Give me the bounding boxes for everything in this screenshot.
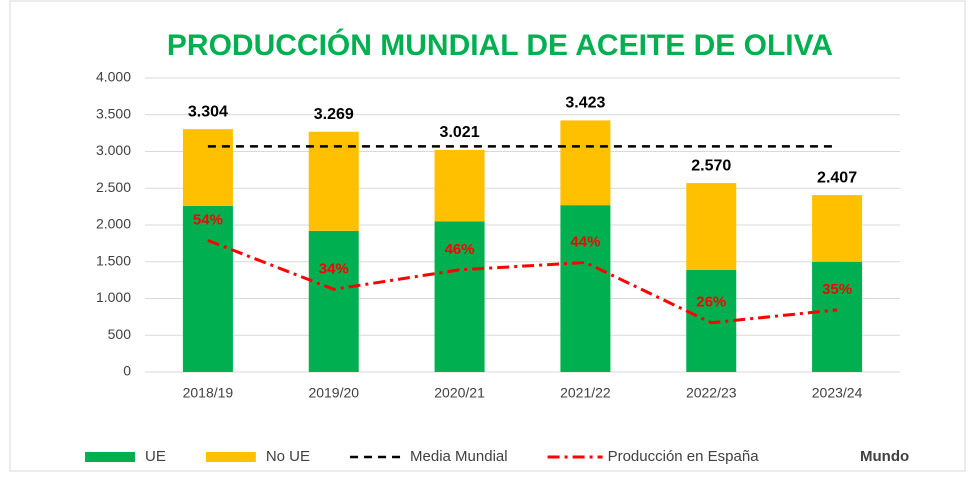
y-tick-label: 3.000 <box>96 142 131 158</box>
share-label: 26% <box>696 294 726 311</box>
legend-label: No UE <box>266 448 310 465</box>
x-tick-label: 2023/24 <box>812 385 863 401</box>
bar <box>308 131 359 231</box>
bar <box>812 195 863 262</box>
x-tick-label: 2020/21 <box>434 385 485 401</box>
y-tick-label: 3.500 <box>96 105 131 121</box>
total-label: 3.304 <box>188 103 228 120</box>
total-label: 2.407 <box>817 169 857 186</box>
y-tick-label: 2.000 <box>96 216 131 232</box>
x-tick-label: 2022/23 <box>686 385 737 401</box>
legend-label: Media Mundial <box>410 448 508 465</box>
x-tick-label: 2018/19 <box>183 385 234 401</box>
x-tick-label: 2019/20 <box>308 385 359 401</box>
bar <box>434 149 485 222</box>
x-tick-label: 2021/22 <box>560 385 611 401</box>
bar <box>308 230 359 372</box>
bar <box>560 205 611 372</box>
bar <box>686 269 737 372</box>
bar <box>560 120 611 206</box>
share-label: 35% <box>822 281 852 298</box>
y-tick-label: 0 <box>123 363 131 379</box>
y-tick-label: 4.000 <box>96 69 131 85</box>
total-label: 3.021 <box>440 124 480 141</box>
y-tick-label: 2.500 <box>96 179 131 195</box>
share-label: 46% <box>445 241 475 258</box>
legend-label: UE <box>145 448 166 465</box>
y-tick-label: 1.000 <box>96 289 131 305</box>
legend-note: Mundo <box>860 448 909 465</box>
share-label: 44% <box>570 233 600 250</box>
total-label: 2.570 <box>691 157 731 174</box>
share-label: 34% <box>319 260 349 277</box>
y-tick-label: 500 <box>108 326 132 342</box>
legend-swatch <box>85 452 135 462</box>
bar <box>686 183 737 270</box>
share-label: 54% <box>193 211 223 228</box>
chart-frame <box>9 0 966 472</box>
chart-title: PRODUCCIÓN MUNDIAL DE ACEITE DE OLIVA <box>167 28 833 62</box>
bar <box>434 221 485 372</box>
line <box>207 239 838 325</box>
bar <box>812 261 863 372</box>
bar <box>182 205 233 372</box>
bar <box>182 129 233 206</box>
total-label: 3.423 <box>565 95 605 112</box>
legend-swatch <box>205 452 256 462</box>
y-tick-label: 1.500 <box>96 252 131 268</box>
legend-label: Producción en España <box>608 448 760 465</box>
total-label: 3.269 <box>314 106 354 123</box>
